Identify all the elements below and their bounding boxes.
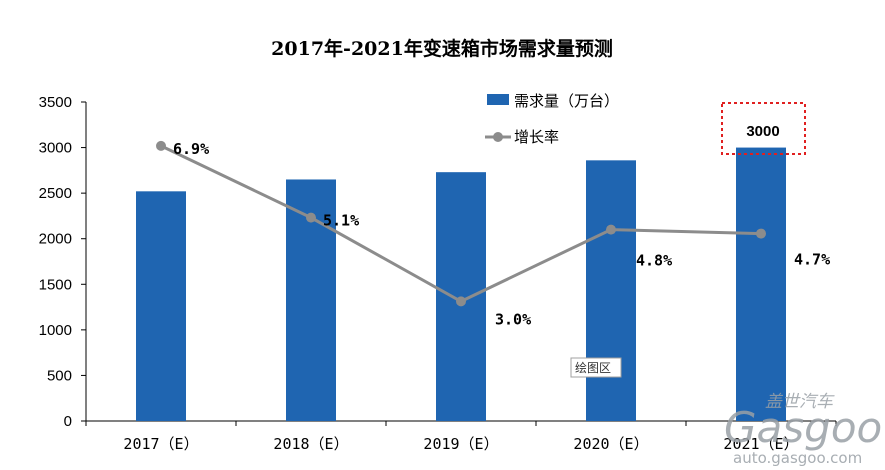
- growth-rate-label: 4.7%: [794, 251, 830, 269]
- x-tick-label: 2021（E）: [723, 435, 798, 453]
- x-tick-label: 2017（E）: [123, 435, 198, 453]
- y-tick-label: 3000: [39, 140, 72, 157]
- growth-rate-point[interactable]: [606, 224, 616, 235]
- y-tick-label: 0: [64, 413, 72, 430]
- legend-line-marker: [493, 132, 503, 142]
- demand-bar[interactable]: [136, 191, 186, 421]
- growth-rate-label: 3.0%: [495, 310, 531, 328]
- growth-rate-point[interactable]: [756, 228, 766, 239]
- x-axis: 2017（E） 2018（E） 2019（E） 2020（E） 2021（E）: [85, 421, 837, 453]
- y-tick-label: 1500: [39, 276, 72, 293]
- growth-rate-label: 6.9%: [173, 140, 209, 158]
- x-tick-label: 2019（E）: [423, 435, 498, 453]
- growth-rate-labels: 6.9% 5.1% 3.0% 4.8% 4.7%: [173, 140, 830, 329]
- y-tick-label: 2000: [39, 231, 72, 248]
- demand-bars: [136, 147, 786, 422]
- watermark-logo: Gasgoo: [724, 403, 882, 452]
- x-tick-label: 2020（E）: [573, 435, 648, 453]
- y-axis: 0 500 1000 1500 2000 2500 3000 3500: [39, 94, 86, 430]
- legend[interactable]: 需求量（万台） 增长率: [485, 92, 619, 146]
- y-tick-label: 2500: [39, 185, 72, 202]
- growth-rate-point[interactable]: [156, 140, 166, 151]
- watermark: 盖世汽车 Gasgoo auto.gasgoo.com: [724, 392, 882, 467]
- highlight-value-label: 3000: [746, 123, 779, 140]
- plot-area-tooltip-text: 绘图区: [575, 360, 611, 375]
- plot-area-tooltip-box: [570, 357, 622, 378]
- plot-area-tooltip: 绘图区: [570, 357, 622, 378]
- chart-title: 2017年-2021年变速箱市场需求量预测: [271, 37, 613, 60]
- watermark-brand: 盖世汽车: [765, 392, 835, 412]
- growth-rate-label: 5.1%: [323, 212, 359, 230]
- legend-line-label: 增长率: [514, 128, 559, 146]
- growth-rate-line: [156, 140, 766, 307]
- y-tick-label: 1000: [39, 322, 72, 339]
- growth-rate-point[interactable]: [306, 212, 316, 223]
- x-tick-label: 2018（E）: [273, 435, 348, 453]
- growth-rate-point[interactable]: [456, 296, 466, 307]
- highlight-box: [721, 102, 806, 155]
- legend-bar-swatch: [487, 94, 509, 105]
- watermark-url: auto.gasgoo.com: [733, 449, 862, 467]
- legend-bar-label: 需求量（万台）: [514, 92, 619, 110]
- y-tick-label: 500: [47, 367, 72, 384]
- growth-rate-label: 4.8%: [636, 252, 672, 270]
- demand-bar[interactable]: [736, 147, 786, 422]
- y-tick-label: 3500: [39, 94, 72, 111]
- demand-bar[interactable]: [586, 160, 636, 421]
